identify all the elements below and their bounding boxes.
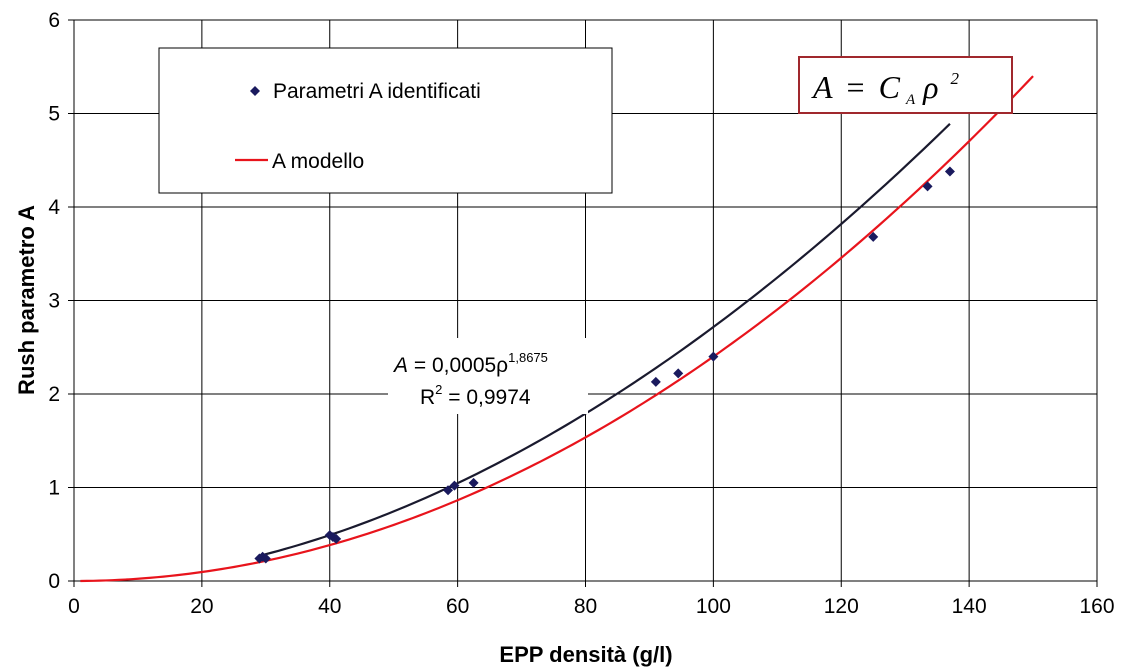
trendline-equation-var: A [392,354,408,377]
x-tick-label: 40 [318,595,341,618]
data-point [673,368,684,379]
model-formula-var: ρ [922,69,938,105]
x-tick-label: 0 [68,595,80,618]
x-tick-labels: 0 20 40 60 80 100 120 140 160 [68,595,1114,618]
model-formula-coef: C [879,69,901,105]
trendline-curve [259,123,951,557]
y-tick-labels: 0 1 2 3 4 5 6 [48,9,60,593]
model-formula-eq: = [847,69,865,105]
x-tick-label: 20 [190,595,213,618]
y-tick-label: 3 [48,290,60,313]
y-tick-label: 1 [48,477,60,500]
trendline-label-box [388,338,588,414]
trendline-r2-exponent: 2 [435,382,442,397]
trendline-r2-prefix: R [420,386,435,409]
y-tick-label: 2 [48,383,60,406]
model-formula-box [798,56,1013,114]
trendline-equation: A = 0,0005ρ1,8675 [392,350,548,377]
legend-label-scatter: Parametri A identificati [273,80,481,103]
legend-box [158,47,613,194]
x-tick-label: 100 [696,595,731,618]
x-tick-label: 160 [1079,595,1114,618]
data-point [650,376,661,387]
data-point [868,231,879,242]
data-point [468,477,479,488]
legend-marker-scatter [250,86,260,96]
model-formula-exponent: 2 [950,69,959,88]
y-tick-label: 5 [48,103,60,126]
x-tick-label: 80 [574,595,597,618]
trendline-equation-body: = 0,0005ρ [408,354,508,377]
trendline-r2-value: = 0,9974 [442,386,530,409]
y-tick-label: 0 [48,570,60,593]
data-point [449,480,460,491]
model-formula-subscript: A [905,92,916,108]
data-point [260,553,271,564]
data-point [944,166,955,177]
data-point [443,485,454,496]
data-point [708,351,719,362]
data-point [922,181,933,192]
y-tick-label: 6 [48,9,60,32]
model-formula-lhs: A [811,69,833,105]
data-point [331,533,342,544]
model-curve-line [80,75,1034,583]
x-tick-label: 140 [952,595,987,618]
trendline-equation-exponent: 1,8675 [508,350,548,365]
data-points [254,166,955,564]
trendline-label: A = 0,0005ρ1,8675 R2 = 0,9974 [388,338,588,414]
x-tick-label: 60 [446,595,469,618]
y-axis-title: Rush parametro A [14,205,39,395]
legend-label-line: A modello [272,150,364,173]
x-tick-label: 120 [824,595,859,618]
trendline-r2: R2 = 0,9974 [420,382,531,409]
legend: Parametri A identificati A modello [158,47,613,194]
y-tick-label: 4 [48,196,60,219]
x-axis-title: EPP densità (g/l) [499,642,672,667]
